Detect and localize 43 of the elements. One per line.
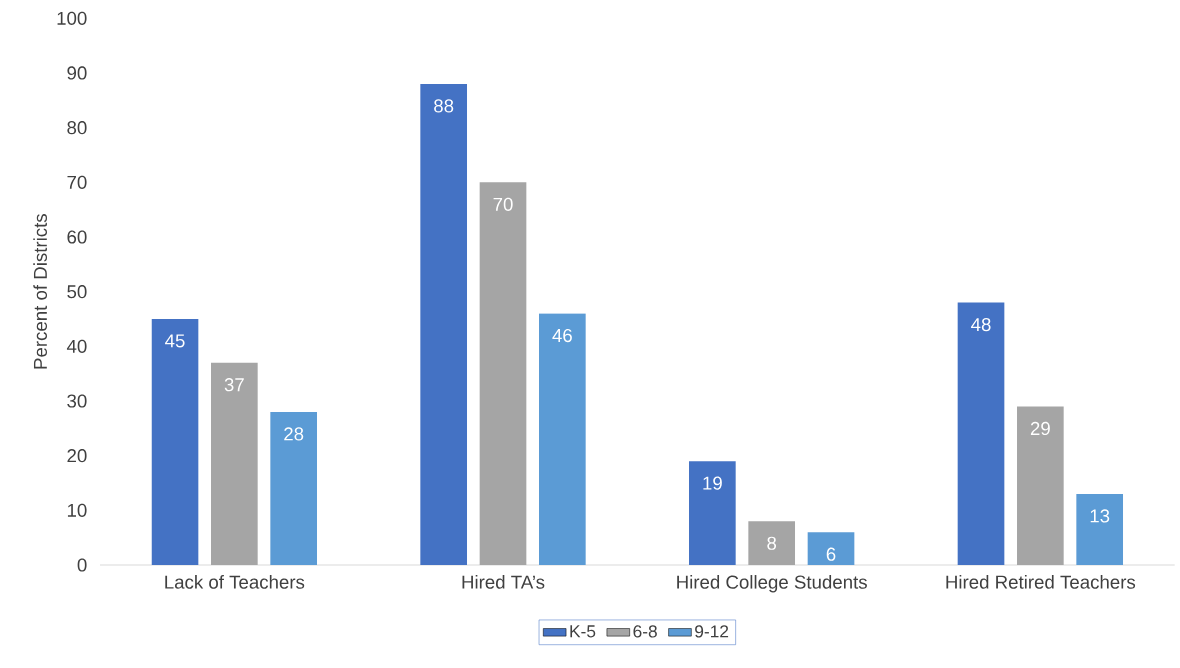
bar — [211, 362, 258, 565]
data-label: 46 — [552, 328, 572, 343]
bar — [539, 313, 586, 565]
data-label: 13 — [1090, 509, 1110, 523]
bar — [1076, 493, 1124, 565]
x-tick-label: Hired College Students — [677, 575, 867, 593]
data-label: 48 — [971, 317, 991, 332]
data-label: 6 — [826, 547, 836, 561]
data-label: 88 — [434, 99, 454, 113]
data-label: 70 — [493, 197, 513, 211]
y-axis-title: Percent of Districts — [33, 214, 47, 369]
x-tick-label: Hired Retired Teachers — [946, 575, 1136, 589]
legend-label: 6-8 — [633, 625, 657, 638]
y-tick-label: 40 — [66, 339, 87, 353]
y-tick-label: 60 — [67, 230, 87, 244]
data-label: 45 — [165, 334, 185, 348]
data-label: 37 — [224, 378, 244, 392]
data-label: 29 — [1030, 421, 1050, 436]
bar — [479, 182, 527, 565]
y-tick-label: 50 — [67, 285, 87, 299]
bar — [807, 532, 855, 565]
bar — [270, 411, 318, 565]
bar — [748, 521, 796, 565]
y-tick-label: 30 — [67, 394, 87, 408]
data-label: 8 — [767, 536, 777, 550]
y-tick-label: 0 — [77, 558, 87, 572]
x-tick-label: Hired TA’s — [462, 575, 545, 589]
y-tick-label: 70 — [67, 175, 87, 189]
bar — [689, 461, 736, 565]
legend-label: 9-12 — [695, 625, 729, 638]
y-tick-label: 20 — [67, 449, 87, 463]
legend-label: K-5 — [570, 625, 596, 638]
bar — [151, 319, 199, 565]
y-tick-label: 90 — [67, 66, 87, 80]
bar — [957, 302, 1005, 565]
bar — [420, 83, 468, 565]
y-tick-label: 100 — [57, 11, 87, 25]
x-tick-label: Lack of Teachers — [165, 575, 305, 589]
data-label: 28 — [284, 427, 304, 441]
y-tick-label: 80 — [67, 121, 87, 135]
data-label: 19 — [703, 476, 722, 490]
y-tick-label: 10 — [67, 503, 87, 517]
bar — [1017, 406, 1064, 565]
